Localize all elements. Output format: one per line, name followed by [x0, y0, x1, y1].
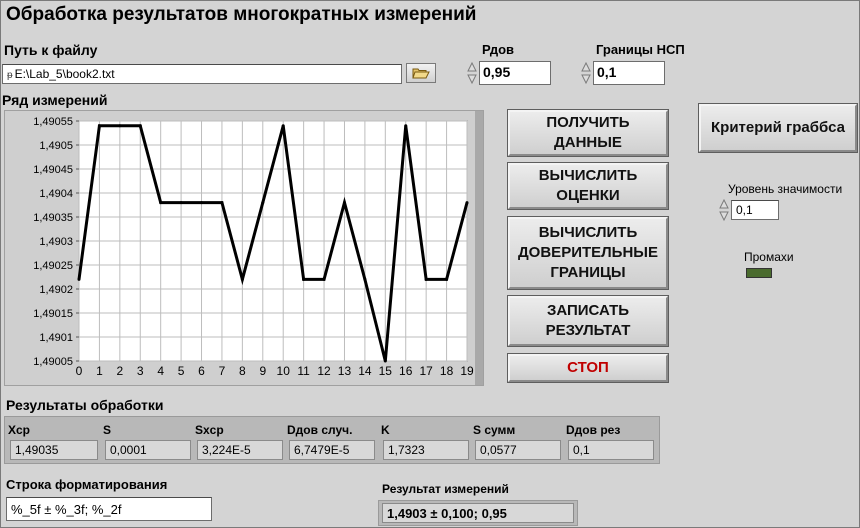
nsp-label: Границы НСП: [596, 42, 685, 57]
data-point: [424, 277, 428, 281]
misses-label: Промахи: [744, 250, 794, 264]
data-point: [363, 277, 367, 281]
x-tick-label: 4: [157, 364, 164, 378]
data-point: [118, 124, 122, 128]
y-tick-label: 1,4904: [39, 188, 73, 200]
result-header-6: Dдов рез: [566, 423, 621, 437]
significance-input[interactable]: 0,1: [731, 200, 779, 220]
result-value-2: 3,224E-5: [197, 440, 283, 460]
result-value-0: 1,49035: [10, 440, 98, 460]
chart-label: Ряд измерений: [2, 92, 108, 108]
result-header-0: Xcp: [8, 423, 31, 437]
x-tick-label: 8: [239, 364, 246, 378]
x-tick-label: 7: [219, 364, 226, 378]
data-point: [342, 201, 346, 205]
data-point: [322, 277, 326, 281]
data-point: [383, 359, 387, 363]
result-header-4: K: [381, 423, 390, 437]
data-point: [220, 201, 224, 205]
x-tick-label: 17: [419, 364, 433, 378]
result-value-4: 1,7323: [383, 440, 469, 460]
path-type-icon: ᵽ: [7, 70, 13, 81]
data-point: [302, 277, 306, 281]
x-tick-label: 9: [259, 364, 266, 378]
x-tick-label: 5: [178, 364, 185, 378]
grubbs-criterion-button[interactable]: Критерий граббса: [698, 103, 858, 153]
x-tick-label: 14: [358, 364, 372, 378]
significance-label: Уровень значимости: [728, 182, 843, 196]
data-point: [261, 201, 265, 205]
x-tick-label: 11: [297, 364, 310, 378]
file-path-label: Путь к файлу: [4, 42, 98, 58]
data-point: [465, 201, 469, 205]
chart-scroll-strip: [475, 111, 483, 385]
format-label: Строка форматирования: [6, 477, 168, 492]
rdov-label: Рдов: [482, 42, 515, 57]
folder-icon: [412, 68, 430, 79]
write-result-button[interactable]: ЗАПИСАТЬ РЕЗУЛЬТАТ: [507, 295, 669, 347]
data-point: [200, 201, 204, 205]
x-tick-label: 10: [277, 364, 291, 378]
y-tick-label: 1,4902: [39, 284, 73, 296]
data-point: [179, 201, 183, 205]
data-point: [138, 124, 142, 128]
measurement-chart-panel: 0 1 2 3 4 5 6 7 8 9 10 11 12 13 14 15 16 17 18 19 1,49055 1,4…: [4, 110, 484, 386]
data-point: [404, 124, 408, 128]
significance-spinner[interactable]: [718, 198, 730, 222]
x-tick-label: 19: [460, 364, 474, 378]
nsp-spinner[interactable]: [580, 61, 592, 85]
x-tick-label: 0: [76, 364, 83, 378]
result-header-5: S сумм: [473, 423, 516, 437]
y-tick-label: 1,49045: [33, 164, 73, 176]
measurement-value: 1,4903 ± 0,100; 0,95: [382, 503, 574, 523]
result-header-1: S: [103, 423, 112, 437]
rdov-input[interactable]: 0,95: [479, 61, 551, 85]
page-title: Обработка результатов многократных измер…: [6, 4, 477, 25]
measurement-chart: 0 1 2 3 4 5 6 7 8 9 10 11 12 13 14 15 16 17 18 191,490551,4…: [33, 111, 483, 385]
x-tick-label: 3: [137, 364, 144, 378]
y-tick-label: 1,4903: [39, 236, 73, 248]
y-tick-label: 1,49055: [33, 116, 73, 128]
result-value-3: 6,7479E-5: [289, 440, 375, 460]
measurement-label: Результат измерений: [382, 482, 509, 496]
y-tick-label: 1,4901: [39, 332, 73, 344]
y-tick-label: 1,49005: [33, 356, 73, 368]
result-header-3: Dдов случ.: [287, 423, 353, 437]
x-tick-label: 15: [379, 364, 393, 378]
y-tick-label: 1,4905: [39, 140, 73, 152]
x-tick-label: 18: [440, 364, 454, 378]
misses-indicator: [746, 268, 772, 278]
x-tick-label: 13: [338, 364, 352, 378]
x-tick-label: 1: [96, 364, 103, 378]
x-tick-label: 6: [198, 364, 205, 378]
y-tick-label: 1,49015: [33, 308, 73, 320]
x-tick-label: 12: [317, 364, 331, 378]
data-point: [77, 277, 81, 281]
data-point: [240, 277, 244, 281]
result-header-2: Sxcp: [195, 423, 224, 437]
file-path-value: E:\Lab_5\book2.txt: [14, 67, 115, 81]
data-point: [97, 124, 101, 128]
rdov-spinner[interactable]: [466, 61, 478, 85]
nsp-input[interactable]: 0,1: [593, 61, 665, 85]
x-tick-label: 16: [399, 364, 413, 378]
data-point: [281, 124, 285, 128]
y-tick-label: 1,49035: [33, 212, 73, 224]
browse-folder-button[interactable]: [406, 63, 436, 83]
x-tick-label: 2: [116, 364, 123, 378]
result-value-6: 0,1: [568, 440, 654, 460]
series-line-0: [77, 124, 469, 362]
compute-estimates-button[interactable]: ВЫЧИСЛИТЬ ОЦЕНКИ: [507, 162, 669, 210]
results-label: Результаты обработки: [6, 397, 164, 413]
result-value-1: 0,0001: [105, 440, 191, 460]
data-point: [159, 201, 163, 205]
y-tick-label: 1,49025: [33, 260, 73, 272]
format-input[interactable]: %_5f ± %_3f; %_2f: [6, 497, 212, 521]
file-path-input[interactable]: ᵽ E:\Lab_5\book2.txt: [2, 64, 402, 84]
data-point: [445, 277, 449, 281]
compute-bounds-button[interactable]: ВЫЧИСЛИТЬ ДОВЕРИТЕЛЬНЫЕ ГРАНИЦЫ: [507, 216, 669, 290]
result-value-5: 0,0577: [475, 440, 561, 460]
stop-button[interactable]: СТОП: [507, 353, 669, 383]
get-data-button[interactable]: ПОЛУЧИТЬ ДАННЫЕ: [507, 109, 669, 157]
